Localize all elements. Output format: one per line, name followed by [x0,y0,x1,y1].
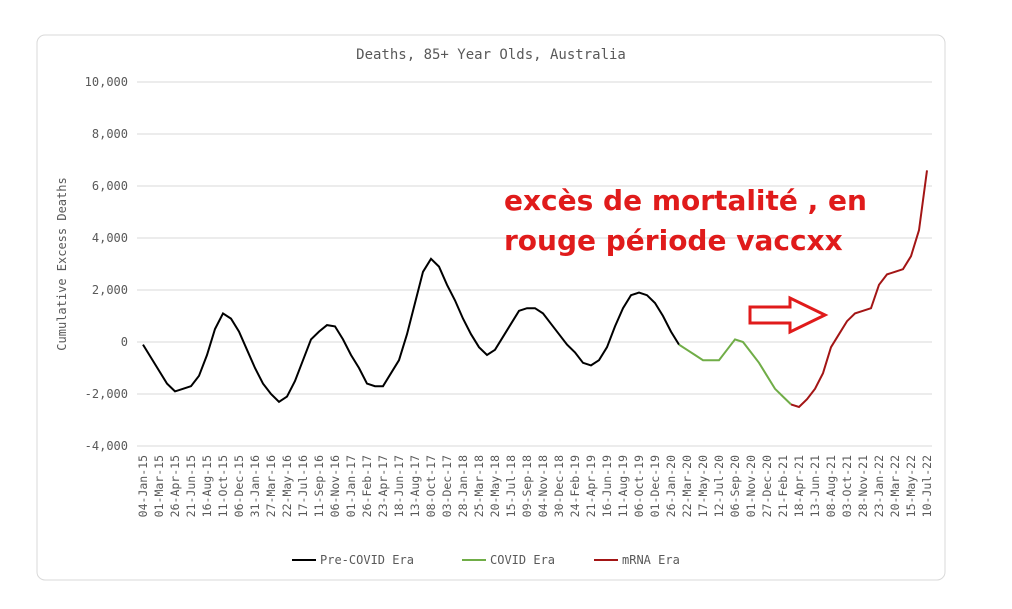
x-tick-label: 01-Nov-20 [744,455,758,517]
x-tick-label: 03-Oct-21 [840,455,854,517]
x-tick-label: 23-Jan-22 [872,455,886,517]
x-tick-label: 28-Jan-18 [456,455,470,517]
y-tick-label: -4,000 [85,439,128,453]
x-tick-label: 01-Jan-17 [344,455,358,517]
x-tick-label: 30-Dec-18 [552,455,566,517]
x-tick-label: 16-Aug-15 [200,455,214,517]
x-tick-label: 17-Jul-16 [296,455,310,517]
x-tick-label: 27-Mar-16 [264,455,278,517]
x-tick-label: 21-Jun-15 [184,455,198,517]
legend-label: COVID Era [490,553,555,567]
x-tick-label: 26-Apr-15 [168,455,182,517]
series-line [790,170,928,409]
x-tick-label: 22-Mar-20 [680,455,694,517]
x-tick-label: 26-Jan-20 [664,455,678,517]
x-tick-label: 11-Oct-15 [216,455,230,517]
legend-label: Pre-COVID Era [320,553,414,567]
x-tick-label: 24-Feb-19 [568,455,582,517]
x-tick-label: 16-Jun-19 [600,455,614,517]
y-tick-label: 6,000 [92,179,128,193]
x-tick-label: 06-Sep-20 [728,455,742,517]
y-tick-label: 8,000 [92,127,128,141]
x-tick-label: 18-Jun-17 [392,455,406,517]
x-tick-label: 08-Oct-17 [424,455,438,517]
y-tick-label: 0 [121,335,128,349]
y-axis-label: Cumulative Excess Deaths [55,177,69,350]
annotation: excès de mortalité , en [504,184,867,217]
legend-label: mRNA Era [622,553,680,567]
x-tick-label: 06-Oct-19 [632,455,646,517]
chart-frame [36,34,946,581]
x-tick-label: 21-Apr-19 [584,455,598,517]
x-tick-label: 04-Jan-15 [136,455,150,517]
x-tick-label: 11-Aug-19 [616,455,630,517]
x-tick-label: 21-Feb-21 [776,455,790,517]
x-tick-label: 12-Jul-20 [712,455,726,517]
x-tick-label: 08-Aug-21 [824,455,838,517]
x-tick-label: 25-Mar-18 [472,455,486,517]
x-tick-label: 26-Feb-17 [360,455,374,517]
series-line [142,257,680,404]
x-tick-label: 06-Dec-15 [232,455,246,517]
x-tick-label: 18-Apr-21 [792,455,806,517]
x-tick-label: 09-Sep-18 [520,455,534,517]
x-tick-label: 20-Mar-22 [888,455,902,517]
x-tick-label: 31-Jan-16 [248,455,262,517]
x-tick-label: 15-May-22 [904,455,918,517]
x-tick-label: 01-Mar-15 [152,455,166,517]
x-tick-label: 27-Dec-20 [760,455,774,517]
series-line [678,338,792,406]
x-tick-label: 20-May-18 [488,455,502,517]
x-tick-label: 15-Jul-18 [504,455,518,517]
x-tick-label: 01-Dec-19 [648,455,662,517]
x-tick-label: 13-Aug-17 [408,455,422,517]
x-tick-label: 23-Apr-17 [376,455,390,517]
x-tick-label: 04-Nov-18 [536,455,550,517]
y-tick-label: 2,000 [92,283,128,297]
x-tick-label: 06-Nov-16 [328,455,342,517]
x-tick-label: 13-Jun-21 [808,455,822,517]
x-tick-label: 10-Jul-22 [920,455,934,517]
annotation: rouge période vaccxx [504,224,843,257]
x-tick-label: 28-Nov-21 [856,455,870,517]
arrow [748,295,829,335]
x-tick-label: 11-Sep-16 [312,455,326,517]
x-tick-label: 17-May-20 [696,455,710,517]
x-tick-label: 22-May-16 [280,455,294,517]
y-tick-label: -2,000 [85,387,128,401]
chart-title: Deaths, 85+ Year Olds, Australia [356,47,626,63]
y-tick-label: 4,000 [92,231,128,245]
x-tick-label: 03-Dec-17 [440,455,454,517]
y-tick-label: 10,000 [85,75,128,89]
